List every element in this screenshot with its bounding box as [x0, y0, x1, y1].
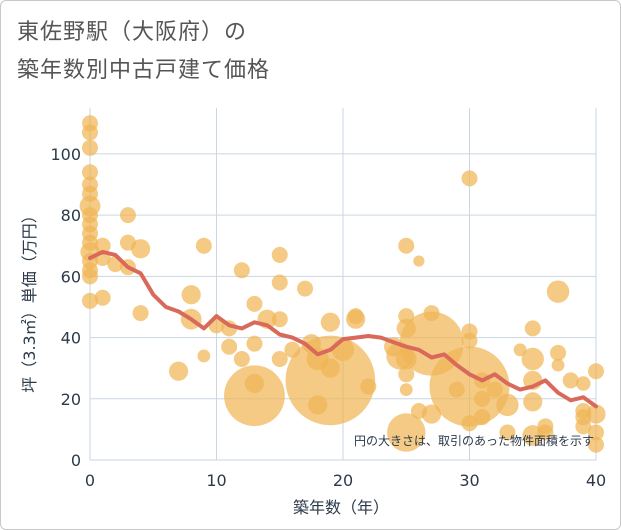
data-bubble [562, 372, 579, 389]
data-bubble [82, 139, 98, 156]
data-bubble [496, 393, 519, 417]
data-bubble [197, 349, 211, 363]
data-bubble [429, 346, 510, 427]
data-bubble [297, 280, 314, 297]
data-bubble [588, 363, 604, 380]
data-bubble [499, 424, 516, 441]
data-bubble [94, 237, 111, 254]
y-axis-label: 坪（3.3㎡）単価（万円） [20, 207, 39, 392]
x-tick-label: 20 [333, 471, 353, 490]
data-bubble [550, 344, 567, 361]
data-bubble [461, 415, 478, 432]
y-tick-label: 20 [61, 390, 81, 409]
data-bubble [387, 413, 426, 452]
data-bubble [181, 285, 201, 305]
data-bubble [474, 390, 491, 407]
data-bubble [119, 207, 136, 224]
data-bubble [399, 383, 413, 396]
data-bubble [320, 358, 340, 378]
x-tick-label: 40 [586, 471, 606, 490]
data-bubble [195, 237, 212, 254]
data-bubble [551, 358, 565, 372]
data-bubble [271, 274, 288, 291]
data-bubble [474, 409, 491, 426]
data-bubble [131, 239, 151, 259]
data-bubble [233, 262, 250, 279]
data-bubble [221, 338, 238, 355]
data-bubble [346, 309, 366, 329]
data-bubble [524, 320, 541, 337]
data-bubble [168, 361, 189, 381]
data-bubble [132, 305, 149, 322]
data-bubble [271, 311, 288, 328]
data-bubble [486, 381, 503, 398]
average-line-layer [88, 249, 598, 409]
data-bubble [360, 378, 377, 395]
data-bubble [413, 255, 425, 267]
y-tick-label: 0 [71, 451, 81, 470]
data-bubble [224, 365, 285, 427]
y-tick-label: 80 [61, 206, 81, 225]
data-bubble [588, 424, 604, 441]
data-bubble [421, 404, 442, 424]
data-bubble [271, 246, 288, 263]
data-bubble [586, 404, 606, 424]
data-bubble [271, 350, 288, 367]
data-bubble [285, 335, 376, 426]
data-bubble [331, 338, 355, 362]
data-bubble [82, 268, 98, 285]
chart-title-line1: 東佐野駅（大阪府）の [17, 20, 248, 45]
data-bubble [398, 237, 415, 254]
data-bubble [82, 292, 98, 309]
data-bubble [82, 124, 98, 141]
data-bubble [94, 289, 111, 306]
data-bubble [320, 312, 340, 332]
data-bubble [82, 164, 98, 181]
data-bubble [398, 366, 415, 383]
data-bubble [537, 424, 554, 441]
average-price-line [88, 249, 598, 409]
data-bubble [523, 392, 543, 412]
bubble-size-note: 円の大きさは、取引のあった物件面積を示す [354, 433, 594, 448]
data-bubble [576, 376, 591, 391]
data-bubble [461, 332, 478, 349]
chart-title-line2: 築年数別中古戸建て価格 [17, 58, 271, 83]
x-tick-label: 0 [85, 471, 95, 490]
x-tick-label: 30 [459, 471, 479, 490]
data-bubble [521, 347, 544, 371]
data-bubble [246, 335, 263, 352]
x-tick-label: 10 [206, 471, 226, 490]
data-bubble [546, 280, 570, 303]
axes: 0 20 40 60 80 100 0 10 20 30 40 [50, 145, 606, 490]
data-bubble [461, 170, 478, 187]
y-tick-label: 100 [50, 145, 81, 164]
data-bubble [233, 350, 250, 367]
y-tick-label: 60 [61, 267, 81, 286]
data-bubble [246, 295, 263, 312]
data-bubble [588, 436, 604, 453]
data-bubble [575, 418, 592, 435]
x-axis-label: 築年数（年） [293, 498, 389, 517]
y-tick-label: 40 [61, 329, 81, 348]
